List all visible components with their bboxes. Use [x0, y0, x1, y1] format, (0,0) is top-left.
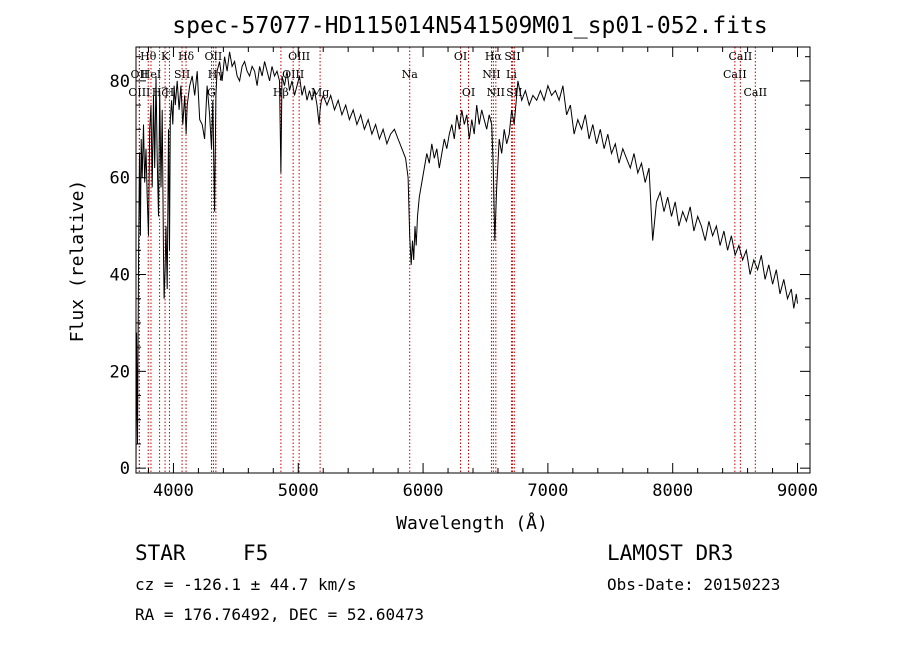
y-tick-label: 0 [120, 459, 130, 479]
ra-dec-coordinates: RA = 176.76492, DEC = 52.60473 [135, 605, 424, 624]
line-marker-label: G [207, 86, 216, 99]
line-marker-label: CaII [729, 50, 753, 63]
plot-frame [135, 46, 811, 474]
line-marker-label: NII [487, 86, 505, 99]
line-marker-label: Hα [485, 50, 503, 63]
y-tick-label: 80 [110, 72, 130, 92]
line-marker-label: CaII [743, 86, 767, 99]
x-tick-label: 5000 [278, 481, 319, 501]
line-marker-label: Hγ [208, 68, 225, 81]
y-tick-label: 60 [110, 169, 130, 189]
x-axis-label: Wavelength (Å) [396, 512, 548, 534]
line-marker-label: Hδ [178, 50, 195, 63]
x-tick-label: 4000 [153, 481, 194, 501]
line-marker-label: NII [482, 68, 500, 81]
line-marker-label: Hβ [273, 86, 289, 99]
axis-tick-labels: 4000 5000 6000 7000 8000 9000 0 20 40 60 80 [110, 72, 818, 501]
object-class: STAR [135, 541, 186, 565]
line-marker-label: K [161, 50, 170, 63]
spectrum-series-line [135, 51, 798, 469]
line-marker-label: OI [454, 50, 467, 63]
x-tick-label: 7000 [527, 481, 568, 501]
chart-title: spec-57077-HD115014N541509M01_sp01-052.f… [172, 13, 767, 39]
line-marker-label: Hθ [140, 50, 157, 63]
line-marker-label: OII [131, 68, 149, 81]
survey-name: LAMOST DR3 [607, 541, 733, 565]
line-marker-label: OI [462, 86, 475, 99]
spectral-line-markers [138, 47, 756, 473]
observation-date: Obs-Date: 20150223 [607, 575, 780, 594]
line-marker-label: OIII [128, 86, 150, 99]
redshift-velocity: cz = -126.1 ± 44.7 km/s [135, 575, 357, 594]
line-marker-label: OIII [288, 50, 310, 63]
line-marker-label: SII [504, 50, 520, 63]
line-marker-label: Na [402, 68, 419, 81]
line-marker-label: OII [205, 50, 223, 63]
y-tick-label: 40 [110, 266, 130, 286]
axis-ticks [136, 47, 810, 473]
x-tick-label: 8000 [652, 481, 693, 501]
y-axis-label: Flux (relative) [67, 180, 88, 343]
x-tick-label: 9000 [777, 481, 818, 501]
line-marker-label: Li [506, 68, 517, 81]
line-marker-label: H [165, 86, 175, 99]
x-tick-label: 6000 [403, 481, 444, 501]
object-subclass: F5 [243, 541, 268, 565]
line-marker-label: HeI [141, 68, 161, 81]
line-marker-label: SII [174, 68, 190, 81]
line-marker-label: CaII [723, 68, 747, 81]
line-marker-label: SII [506, 86, 522, 99]
y-tick-label: 20 [110, 362, 130, 382]
